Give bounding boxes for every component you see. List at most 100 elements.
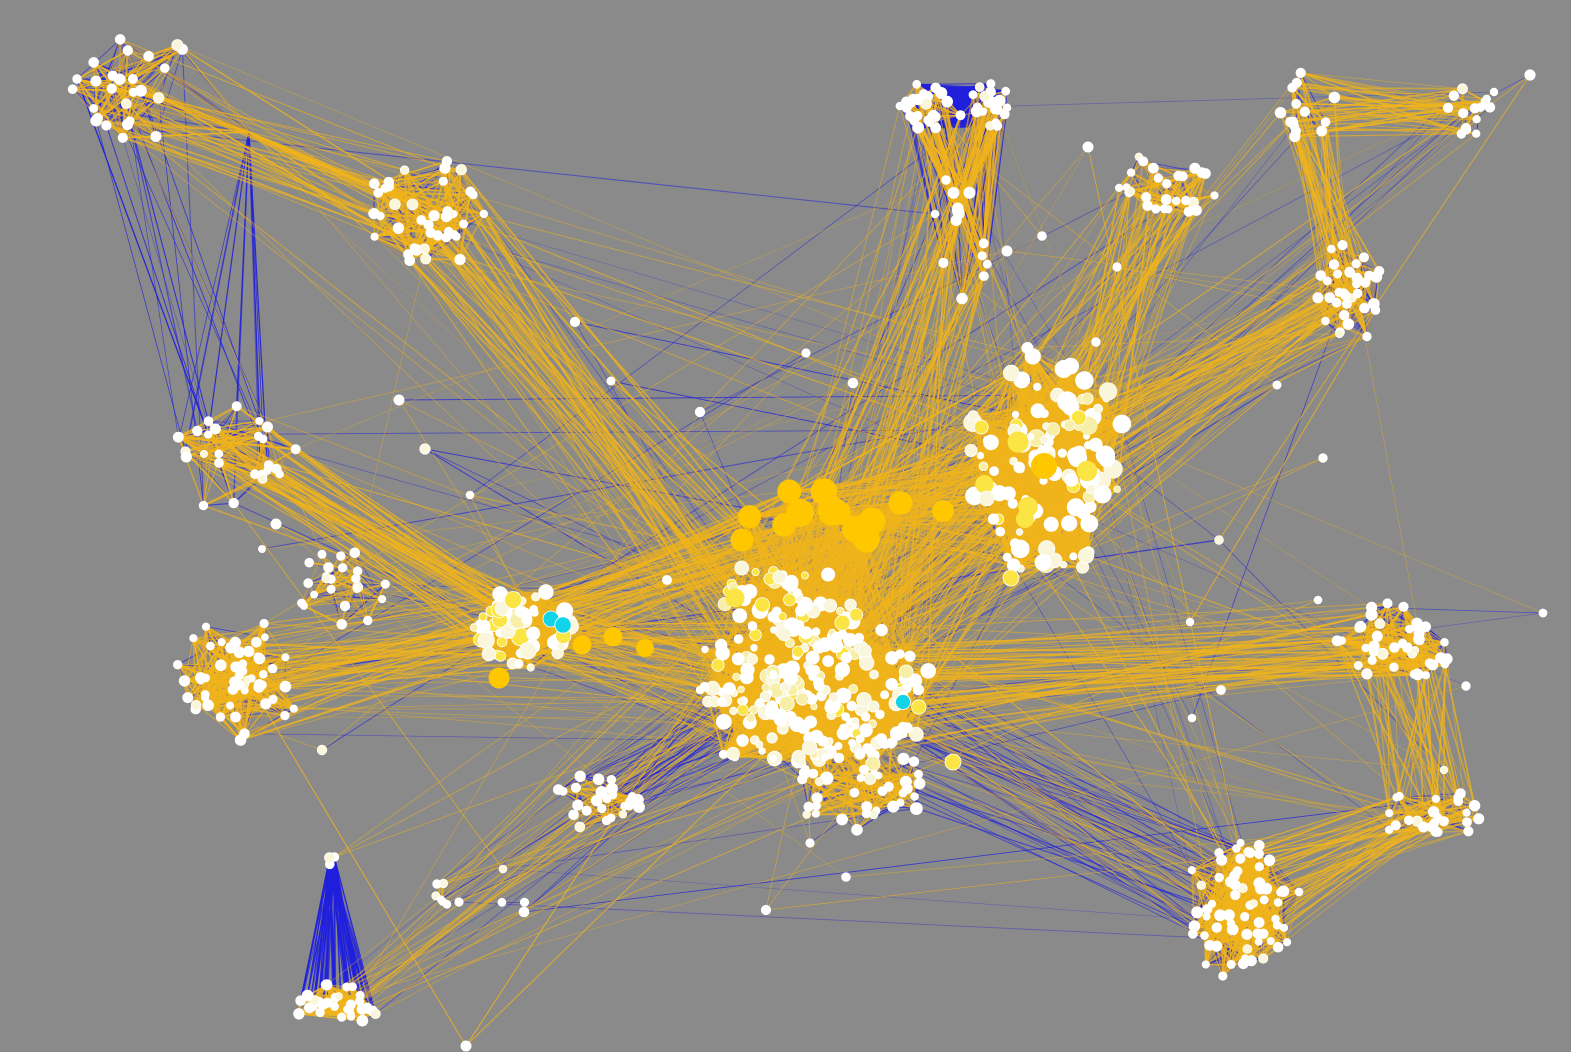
graph-node[interactable] (1211, 940, 1223, 952)
graph-node[interactable] (225, 641, 237, 654)
graph-node[interactable] (348, 982, 358, 992)
graph-node[interactable] (746, 653, 759, 665)
graph-node[interactable] (760, 904, 772, 916)
graph-node[interactable] (987, 513, 1000, 525)
graph-node[interactable] (215, 712, 226, 722)
graph-node[interactable] (454, 897, 464, 907)
graph-node[interactable] (731, 652, 745, 666)
graph-node[interactable] (1365, 608, 1378, 621)
graph-node[interactable] (1337, 240, 1348, 251)
graph-node[interactable] (1371, 630, 1383, 642)
graph-node[interactable] (1376, 647, 1389, 660)
graph-node[interactable] (772, 570, 787, 584)
graph-node[interactable] (178, 675, 191, 687)
graph-node[interactable] (498, 864, 508, 874)
graph-node[interactable] (749, 628, 762, 642)
graph-node[interactable] (883, 781, 894, 792)
graph-node[interactable] (847, 377, 859, 389)
graph-node[interactable] (1471, 129, 1481, 138)
graph-node[interactable] (1230, 889, 1241, 901)
graph-node[interactable] (800, 571, 809, 580)
graph-node-gold-hub-6[interactable] (1031, 453, 1057, 479)
graph-node[interactable] (592, 773, 605, 786)
graph-node[interactable] (242, 645, 255, 658)
graph-node-gold-hub-15[interactable] (944, 753, 962, 771)
graph-node[interactable] (1374, 265, 1385, 277)
graph-node[interactable] (1002, 552, 1012, 562)
graph-node[interactable] (1062, 357, 1079, 375)
graph-node[interactable] (1075, 371, 1094, 390)
graph-node[interactable] (1410, 645, 1420, 655)
graph-node[interactable] (729, 706, 738, 716)
graph-node[interactable] (1249, 899, 1258, 908)
graph-node[interactable] (89, 104, 98, 113)
graph-node[interactable] (1067, 447, 1084, 464)
graph-node[interactable] (1173, 170, 1184, 181)
graph-node[interactable] (792, 645, 804, 658)
graph-node[interactable] (201, 693, 210, 702)
graph-node[interactable] (1188, 928, 1198, 939)
graph-node[interactable] (861, 743, 873, 754)
graph-node[interactable] (813, 677, 825, 689)
graph-node[interactable] (1334, 287, 1344, 297)
graph-node[interactable] (1312, 292, 1324, 304)
graph-node[interactable] (295, 995, 306, 1006)
graph-node[interactable] (203, 430, 213, 439)
graph-node[interactable] (908, 726, 924, 742)
graph-node[interactable] (1126, 186, 1136, 196)
graph-node[interactable] (152, 92, 165, 104)
graph-node[interactable] (1254, 862, 1264, 872)
graph-node[interactable] (1462, 817, 1472, 827)
graph-node[interactable] (1389, 662, 1399, 672)
graph-node[interactable] (90, 114, 102, 127)
graph-node[interactable] (1070, 409, 1087, 426)
graph-node[interactable] (789, 716, 805, 732)
graph-node[interactable] (1117, 417, 1126, 426)
graph-node-cyan-node-2[interactable] (554, 616, 572, 634)
graph-node[interactable] (801, 739, 818, 756)
graph-node[interactable] (117, 132, 128, 143)
graph-node[interactable] (1148, 162, 1159, 174)
graph-node[interactable] (436, 895, 445, 904)
graph-node[interactable] (777, 479, 802, 504)
graph-node[interactable] (1187, 865, 1197, 875)
graph-node[interactable] (822, 655, 835, 667)
graph-node[interactable] (315, 1007, 325, 1018)
graph-node[interactable] (1374, 618, 1386, 629)
graph-node[interactable] (538, 584, 554, 600)
graph-node[interactable] (128, 87, 138, 97)
graph-node[interactable] (1216, 685, 1226, 695)
graph-node[interactable] (1484, 102, 1496, 113)
graph-node[interactable] (804, 715, 818, 729)
graph-node[interactable] (403, 249, 414, 260)
graph-node[interactable] (334, 992, 343, 1001)
graph-node[interactable] (209, 423, 221, 435)
graph-node[interactable] (478, 612, 488, 622)
graph-node[interactable] (253, 681, 265, 693)
graph-node[interactable] (280, 710, 290, 721)
graph-node-gold-hub-14[interactable] (504, 591, 522, 609)
graph-node[interactable] (1211, 922, 1223, 933)
graph-node[interactable] (1013, 461, 1025, 474)
graph-node[interactable] (258, 434, 268, 444)
graph-node[interactable] (723, 682, 736, 696)
graph-node[interactable] (951, 205, 961, 215)
graph-node[interactable] (1431, 794, 1441, 804)
graph-node[interactable] (1440, 637, 1449, 647)
graph-node[interactable] (530, 608, 539, 617)
graph-node[interactable] (106, 83, 117, 94)
graph-node[interactable] (127, 74, 138, 85)
graph-node[interactable] (821, 752, 830, 762)
graph-node[interactable] (171, 39, 184, 52)
graph-node[interactable] (432, 879, 442, 889)
graph-node-gold-hub-13[interactable] (725, 588, 745, 608)
graph-node[interactable] (1315, 270, 1327, 281)
graph-node[interactable] (337, 1012, 347, 1022)
graph-node[interactable] (711, 658, 725, 672)
graph-node[interactable] (875, 623, 888, 637)
graph-node[interactable] (701, 645, 709, 654)
graph-node[interactable] (810, 702, 818, 711)
graph-node[interactable] (1076, 460, 1098, 482)
graph-node[interactable] (986, 79, 996, 89)
